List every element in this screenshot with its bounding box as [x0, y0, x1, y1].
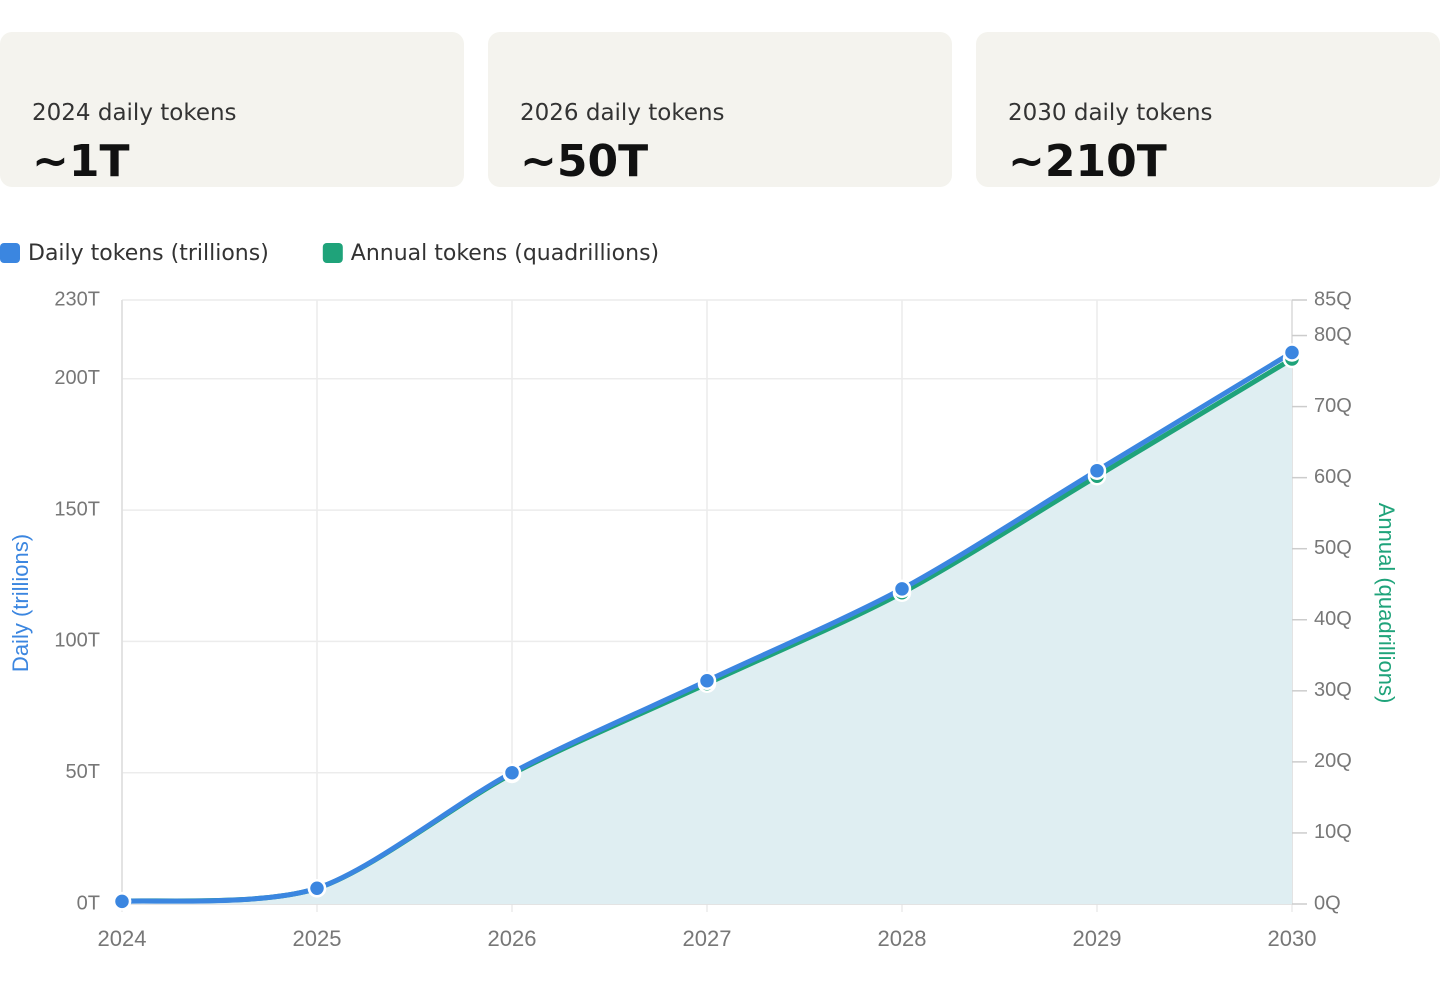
- x-tick-label: 2028: [878, 926, 927, 951]
- y-axis-title: Daily (trillions): [8, 534, 33, 672]
- card-value: ~1T: [32, 136, 130, 187]
- y2-tick-label: 20Q: [1314, 750, 1352, 772]
- legend-label: Annual tokens (quadrillions): [351, 241, 659, 266]
- card-label: 2024 daily tokens: [32, 100, 237, 126]
- point: [697, 671, 717, 691]
- card-value: ~50T: [520, 136, 649, 187]
- y-tick-label: 230T: [54, 288, 100, 310]
- y-tick-label: 100T: [54, 630, 100, 652]
- point: [307, 878, 327, 898]
- card-value: ~210T: [1008, 136, 1167, 187]
- x-tick-label: 2024: [98, 926, 147, 951]
- y2-tick-label: 10Q: [1314, 821, 1352, 843]
- y2-axis-title: Annual (quadrillions): [1374, 503, 1399, 704]
- point: [1087, 461, 1107, 480]
- x-tick-label: 2030: [1268, 926, 1317, 951]
- y2-tick-label: 85Q: [1314, 288, 1352, 310]
- x-tick-label: 2026: [488, 926, 537, 951]
- y-tick-label: 150T: [54, 498, 100, 520]
- point: [112, 892, 132, 911]
- y-tick-label: 200T: [54, 367, 100, 389]
- y2-tick-label: 30Q: [1314, 679, 1352, 701]
- y2-tick-label: 70Q: [1314, 395, 1352, 417]
- stat-card: 2030 daily tokens ~210T: [976, 32, 1440, 187]
- legend-label: Daily tokens (trillions): [28, 241, 269, 266]
- y2-tick-label: 50Q: [1314, 537, 1352, 559]
- point: [892, 579, 912, 599]
- point: [1282, 343, 1302, 362]
- stat-card: 2024 daily tokens ~1T: [0, 32, 464, 187]
- point: [502, 763, 522, 782]
- stat-card: 2026 daily tokens ~50T: [488, 32, 952, 187]
- legend-swatch: [322, 243, 343, 263]
- y2-tick-label: 80Q: [1314, 324, 1352, 346]
- y-tick-label: 50T: [66, 761, 100, 783]
- y-tick-label: 0T: [77, 892, 100, 914]
- x-tick-label: 2025: [293, 926, 342, 951]
- card-label: 2030 daily tokens: [1008, 100, 1213, 126]
- x-tick-label: 2029: [1073, 926, 1122, 951]
- card-label: 2026 daily tokens: [520, 100, 725, 126]
- legend-swatch: [0, 243, 20, 263]
- y2-tick-label: 0Q: [1314, 892, 1341, 914]
- x-tick-label: 2027: [683, 926, 732, 951]
- area: [122, 358, 1292, 904]
- y2-tick-label: 60Q: [1314, 466, 1352, 488]
- y2-tick-label: 40Q: [1314, 608, 1352, 630]
